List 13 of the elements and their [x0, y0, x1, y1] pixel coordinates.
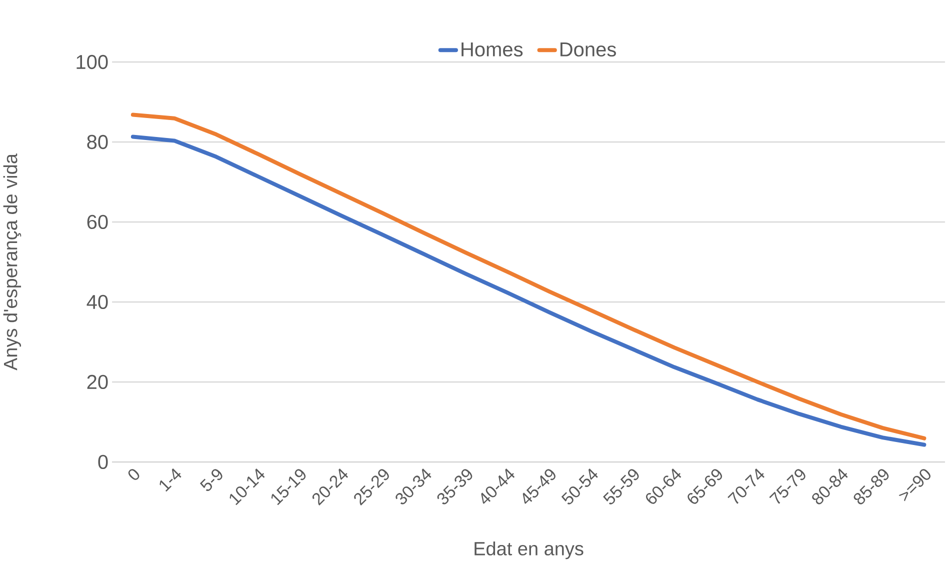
y-tick-label: 0	[98, 454, 108, 470]
y-tick-label: 100	[76, 54, 108, 70]
y-tick-label: 80	[87, 134, 108, 150]
y-tick-label: 60	[87, 214, 108, 230]
x-tick-label: 0	[128, 469, 140, 480]
legend-label: Homes	[462, 42, 523, 57]
legend-label: Dones	[560, 42, 616, 57]
y-axis-title: Anys d'esperança de vida	[3, 154, 22, 370]
x-tick-label: 5-9	[200, 469, 222, 491]
x-axis-title: Edat en anys	[474, 541, 584, 560]
x-tick-label: 1-4	[160, 468, 182, 492]
y-tick-label: 20	[87, 374, 108, 390]
y-tick-label: 40	[86, 294, 108, 310]
